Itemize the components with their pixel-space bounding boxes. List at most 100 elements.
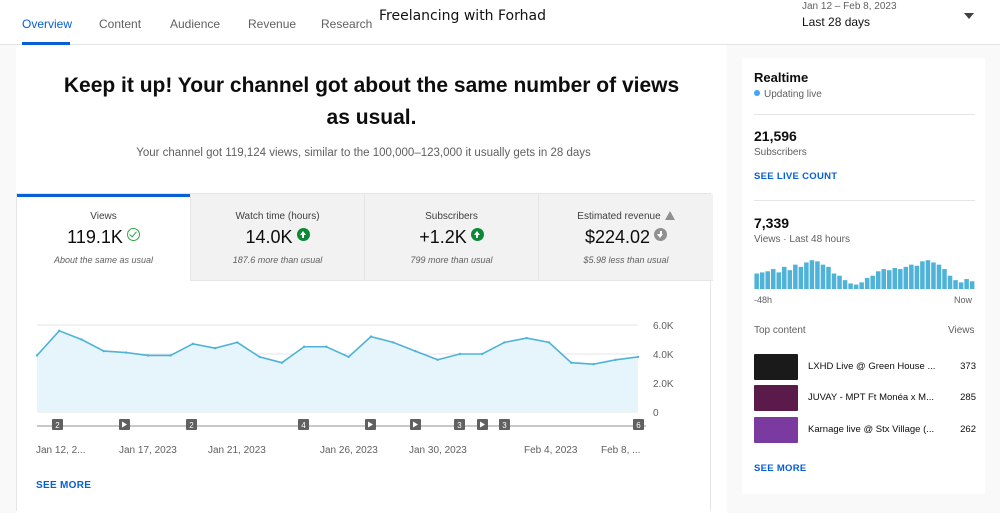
tab-overview[interactable]: Overview (22, 17, 73, 31)
video-thumbnail[interactable] (754, 417, 798, 443)
marker-count: 4 (301, 421, 306, 430)
data-point (592, 362, 595, 366)
summary-subline: Your channel got 119,124 views, similar … (136, 147, 591, 159)
warning-icon[interactable] (664, 211, 675, 220)
tab-audience[interactable]: Audience (170, 17, 221, 31)
data-point (35, 354, 39, 357)
video-marker[interactable] (410, 419, 421, 430)
x-tick-label: Jan 12, 2... (36, 445, 85, 456)
views-chart[interactable]: 6.0K 4.0K 2.0K 0 2 2 4 3 3 6 Jan 12, 2... Jan 17, 2… (17, 194, 712, 484)
video-count-marker[interactable]: 4 (298, 419, 309, 430)
video-title[interactable]: Karnage live @ Stx Village (... (808, 424, 935, 435)
tab-content[interactable]: Content (99, 17, 142, 31)
views-line (36, 329, 639, 365)
video-views: 373 (960, 361, 976, 372)
tab-research[interactable]: Research (321, 17, 373, 31)
x-tick-label: Jan 26, 2023 (320, 445, 378, 456)
metric-value: $224.02 (539, 227, 713, 248)
top-content-item[interactable]: LXHD Live @ Green House ... 373 (754, 354, 976, 380)
top-content-item[interactable]: JUVAY - MPT Ft Monéa x M... 285 (754, 385, 976, 411)
video-marker[interactable] (119, 419, 130, 430)
metric-note: $5.98 less than usual (583, 255, 669, 265)
realtime-bar (898, 269, 903, 289)
data-point (325, 345, 328, 348)
realtime-bar (958, 282, 964, 289)
video-title[interactable]: JUVAY - MPT Ft Monéa x M... (808, 392, 934, 403)
realtime-bar (793, 264, 798, 289)
x-tick-label: Feb 8, ... (601, 445, 640, 456)
top-content-item[interactable]: Karnage live @ Stx Village (... 262 (754, 417, 976, 443)
metric-value-text: $224.02 (584, 227, 651, 247)
video-thumbnail[interactable] (754, 385, 798, 411)
video-count-marker[interactable]: 6 (633, 419, 644, 430)
realtime-bar (765, 271, 770, 289)
metric-estimated-revenue[interactable]: Estimated revenue $224.02 $5.98 less tha… (539, 194, 713, 281)
play-icon (413, 421, 418, 428)
marker-count: 2 (189, 421, 194, 430)
data-point (124, 351, 128, 354)
divider (754, 200, 975, 201)
see-more-link[interactable]: SEE MORE (754, 463, 807, 474)
arrow-up-icon (296, 228, 310, 241)
data-point (458, 352, 462, 356)
tab-revenue[interactable]: Revenue (248, 17, 297, 31)
data-point (614, 358, 617, 361)
metric-label: Views (90, 211, 117, 222)
y-tick-label: 2.0K (653, 379, 674, 390)
realtime-axis-start: -48h (754, 295, 773, 305)
data-point (102, 349, 105, 353)
see-more-link[interactable]: SEE MORE (36, 480, 92, 491)
realtime-bar (859, 282, 864, 289)
video-marker[interactable] (365, 419, 376, 430)
video-count-marker[interactable]: 3 (499, 419, 510, 430)
see-live-count-link[interactable]: SEE LIVE COUNT (754, 171, 838, 182)
metric-watch-time[interactable]: Watch time (hours) 14.0K 187.6 more than… (191, 194, 365, 281)
marker-box (499, 419, 510, 430)
arrow-up-icon (470, 228, 484, 241)
realtime-bar (892, 267, 898, 289)
data-point (391, 341, 395, 344)
divider (754, 114, 975, 115)
data-point (213, 347, 217, 350)
video-count-marker[interactable]: 2 (52, 419, 63, 430)
play-icon (368, 421, 373, 428)
metric-note: About the same as usual (53, 255, 154, 265)
metric-value: 119.1K (17, 227, 190, 248)
top-bar: Overview Content Audience Revenue Resear… (0, 0, 1000, 45)
realtime-bar (887, 270, 892, 289)
video-views: 262 (960, 424, 976, 435)
video-marker[interactable] (477, 419, 488, 430)
realtime-status-text: Updating live (764, 89, 822, 100)
metric-subscribers[interactable]: Subscribers +1.2K 799 more than usual (365, 194, 539, 281)
data-point (480, 352, 484, 356)
metric-views[interactable]: Views 119.1K About the same as usual (17, 194, 191, 281)
overview-pane: Keep it up! Your channel got about the s… (16, 45, 727, 513)
data-point (347, 355, 350, 359)
headline-line-2: as usual. (326, 106, 417, 129)
realtime-title: Realtime (754, 70, 809, 85)
metric-value-text: +1.2K (419, 227, 467, 247)
realtime-views-chart[interactable] (754, 258, 975, 289)
check-circle-icon (126, 228, 140, 241)
data-point (525, 336, 528, 340)
channel-title: Freelancing with Forhad (379, 8, 546, 24)
realtime-views-count: 7,339 (754, 215, 790, 231)
subscriber-count-label: Subscribers (754, 147, 807, 158)
realtime-bar (809, 260, 815, 289)
video-thumbnail[interactable] (754, 354, 798, 380)
x-tick-label: Jan 21, 2023 (208, 445, 266, 456)
data-point (302, 345, 306, 348)
video-title[interactable]: LXHD Live @ Green House ... (808, 361, 936, 372)
summary-headline: Keep it up! Your channel got about the s… (16, 70, 727, 134)
realtime-bar (870, 275, 875, 289)
metric-note: 799 more than usual (410, 255, 493, 265)
marker-box (633, 419, 644, 430)
data-point (570, 361, 573, 364)
realtime-bar (903, 266, 909, 289)
realtime-bar (953, 280, 958, 289)
video-count-marker[interactable]: 2 (186, 419, 197, 430)
chevron-down-icon[interactable] (964, 13, 974, 19)
video-count-marker[interactable]: 3 (454, 419, 465, 430)
realtime-bar (759, 272, 765, 289)
data-point (414, 349, 417, 353)
